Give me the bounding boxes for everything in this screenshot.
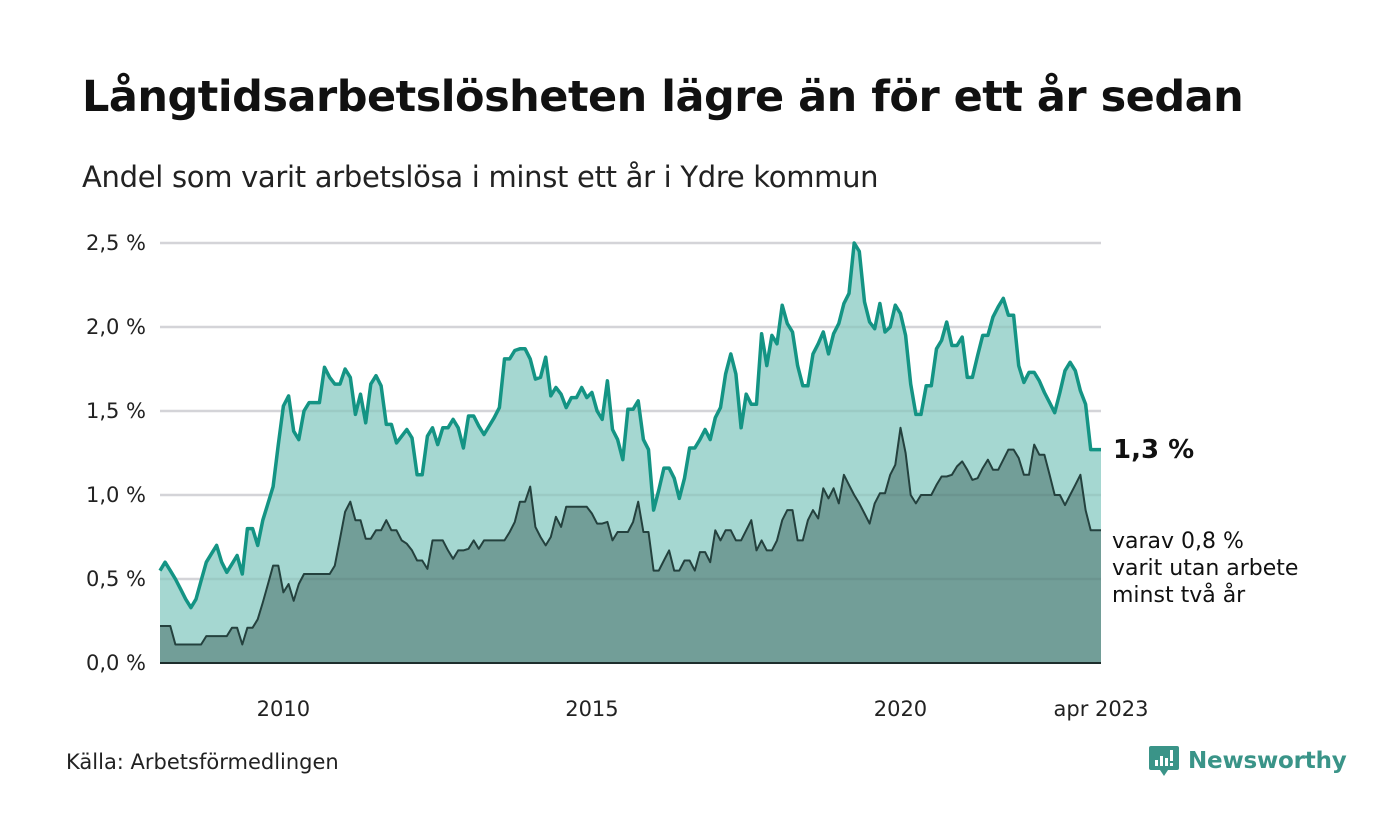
total-value-label: 1,3 %: [1113, 435, 1195, 465]
x-tick-label: 2015: [565, 697, 618, 721]
y-tick-label: 1,0 %: [86, 483, 146, 507]
annotation-line: varav 0,8 %: [1112, 529, 1244, 554]
x-tick-label: 2020: [874, 697, 927, 721]
y-tick-label: 2,5 %: [86, 231, 146, 255]
y-tick-label: 1,5 %: [86, 399, 146, 423]
annotation-line: minst två år: [1112, 583, 1246, 608]
x-axis-ticks: 2010 2015 2020 apr 2023: [257, 697, 1149, 721]
y-tick-label: 0,5 %: [86, 567, 146, 591]
y-tick-label: 0,0 %: [86, 651, 146, 675]
newsworthy-logo-icon: [1149, 746, 1179, 776]
chart-subtitle: Andel som varit arbetslösa i minst ett å…: [82, 160, 879, 194]
y-tick-label: 2,0 %: [86, 315, 146, 339]
sub-area: [160, 427, 1101, 663]
total-line: [158, 241, 1101, 610]
chart-title: Långtidsarbetslösheten lägre än för ett …: [82, 72, 1244, 122]
source-note: Källa: Arbetsförmedlingen: [66, 750, 339, 774]
sub-value-annotation: varav 0,8 % varit utan arbete minst två …: [1112, 528, 1298, 609]
annotation-line: varit utan arbete: [1112, 556, 1299, 581]
x-tick-label: 2010: [257, 697, 310, 721]
sub-line: [160, 426, 1101, 646]
y-axis-ticks: 0,0 % 0,5 % 1,0 % 1,5 % 2,0 % 2,5 %: [86, 231, 146, 675]
brand-name: Newsworthy: [1188, 748, 1347, 774]
brand-logo[interactable]: Newsworthy: [1148, 744, 1347, 778]
x-tick-label: apr 2023: [1054, 697, 1149, 721]
chart-areas: [158, 241, 1101, 664]
